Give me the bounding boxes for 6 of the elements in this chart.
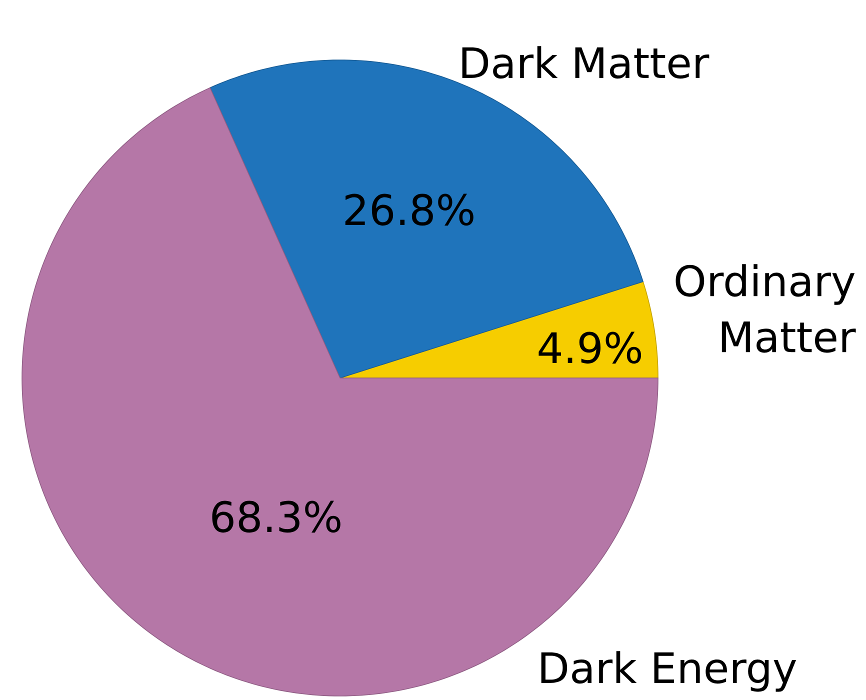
data-label: 26.8%	[345, 194, 474, 226]
data-label: 4.9%	[538, 332, 642, 364]
slice-label: Ordinary Matter	[676, 264, 856, 353]
slice-label: Dark Energy	[541, 651, 796, 692]
data-label: 68.3%	[212, 500, 340, 533]
slice-label: Dark Matter	[462, 46, 710, 79]
